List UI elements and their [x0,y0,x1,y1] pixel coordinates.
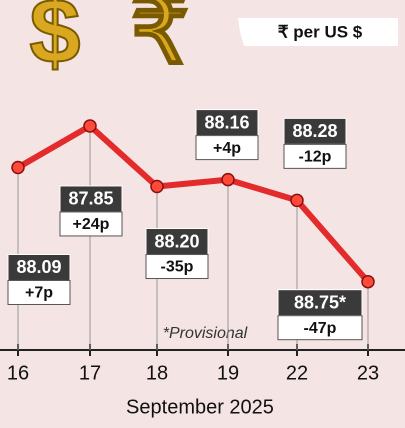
value-label: 88.20 [154,231,199,251]
change-label: +7p [25,285,53,302]
x-tick-label: 22 [286,362,308,384]
value-label: 88.09 [16,257,61,277]
x-tick-label: 17 [79,362,101,384]
change-label: -47p [304,320,337,337]
change-label: -35p [161,259,194,276]
value-label: 87.85 [68,189,113,209]
point [150,179,164,194]
value-box [195,109,259,137]
annotation: *Provisional [163,325,248,342]
point [361,274,375,289]
change-box [283,143,347,169]
x-tick-label: 16 [7,362,29,384]
change-label: +24p [73,216,110,233]
subtitle: ₹ per US $ [278,22,363,41]
x-tick-label: 18 [146,362,168,384]
value-box [277,289,363,317]
change-label: +4p [213,140,241,157]
point [290,193,304,208]
point [83,119,97,133]
x-tick-label: 23 [357,362,379,384]
change-box [277,315,363,341]
value-label: 88.16 [204,112,249,132]
change-box [7,279,71,305]
x-tick-label: 19 [217,362,239,384]
line [16,122,371,284]
subtitle-banner [238,18,398,46]
change-box [59,211,123,237]
value-label: 88.28 [292,121,337,141]
change-box [195,135,259,161]
value-label: 88.75* [294,292,346,312]
change-box [145,254,209,280]
point [221,172,235,187]
change-label: -12p [299,149,332,166]
value-box [59,185,123,213]
dollar-icon: $ [29,0,80,82]
x-axis-label: September 2025 [126,396,274,418]
value-box [145,228,209,256]
rupee-icon: ₹ [131,0,190,82]
point [11,160,25,175]
